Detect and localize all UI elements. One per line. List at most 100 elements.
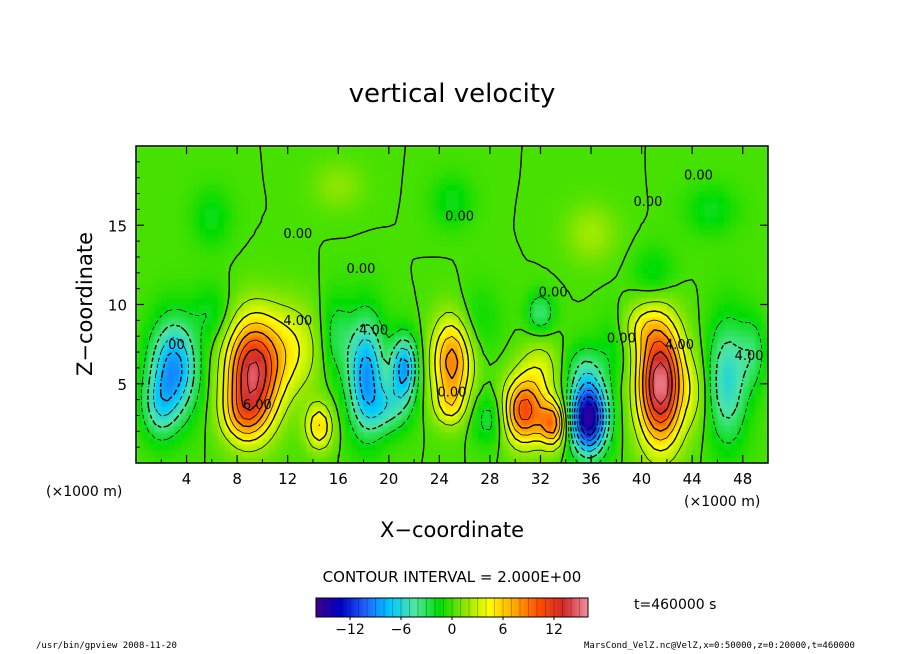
heat-cell (711, 399, 719, 407)
heat-cell (723, 298, 731, 306)
heat-cell (761, 450, 768, 458)
heat-cell (692, 374, 700, 382)
heat-cell (597, 253, 605, 261)
heat-cell (534, 393, 542, 401)
heat-cell (635, 272, 643, 280)
heat-cell (445, 152, 453, 160)
heat-cell (597, 285, 605, 293)
heat-cell (736, 323, 744, 331)
heat-cell (717, 260, 725, 268)
heat-cell (464, 171, 472, 179)
heat-cell (287, 431, 295, 439)
heat-cell (357, 291, 365, 299)
heat-cell (502, 158, 510, 166)
heat-cell (281, 380, 289, 388)
heat-cell (452, 146, 459, 153)
heat-cell (591, 260, 598, 268)
heat-cell (749, 285, 756, 293)
heat-cell (717, 209, 725, 217)
heat-cell (312, 196, 320, 204)
heat-cell (749, 374, 756, 382)
heat-cell (749, 456, 756, 463)
heat-cell (591, 184, 598, 191)
heat-cell (262, 171, 270, 179)
heat-cell (591, 222, 598, 230)
heat-cell (230, 215, 238, 223)
heat-cell (660, 260, 668, 268)
heat-cell (736, 456, 744, 463)
heat-cell (142, 177, 150, 185)
heat-cell (357, 304, 365, 312)
heat-cell (761, 177, 768, 185)
heat-cell (616, 285, 624, 293)
heat-cell (445, 443, 453, 451)
heat-cell (717, 215, 725, 223)
heat-cell (508, 450, 516, 458)
heat-cell (452, 323, 459, 331)
heat-cell (294, 222, 301, 230)
heat-cell (243, 266, 251, 274)
heat-cell (628, 291, 636, 299)
heat-cell (350, 222, 358, 230)
heat-cell (616, 171, 624, 179)
heat-cell (218, 146, 226, 153)
heat-cell (483, 399, 491, 407)
heat-cell (369, 361, 377, 369)
heat-cell (142, 266, 150, 274)
heat-cell (180, 443, 188, 451)
heat-cell (692, 146, 700, 153)
heat-cell (666, 209, 674, 217)
heat-cell (489, 361, 497, 369)
heat-cell (433, 209, 440, 217)
heat-cell (306, 329, 314, 337)
heat-cell (414, 184, 421, 191)
heat-cell (730, 386, 737, 394)
heat-cell (218, 310, 226, 318)
heat-cell (628, 165, 636, 172)
heat-cell (363, 190, 371, 198)
heat-cell (723, 412, 731, 420)
heat-cell (369, 247, 377, 255)
heat-cell (610, 412, 617, 420)
heat-cell (723, 152, 731, 160)
heat-cell (344, 374, 352, 382)
heat-cell (534, 418, 542, 426)
heat-cell (508, 424, 516, 432)
heat-cell (281, 158, 289, 166)
heat-cell (136, 215, 143, 223)
heat-cell (186, 304, 194, 312)
heat-cell (205, 152, 213, 160)
heat-cell (477, 367, 485, 375)
heat-cell (502, 374, 510, 382)
heat-cell (224, 355, 232, 363)
heat-cell (698, 171, 706, 179)
heat-cell (369, 158, 377, 166)
heat-cell (445, 437, 453, 445)
heat-cell (572, 310, 579, 318)
heat-cell (388, 279, 396, 287)
heat-cell (534, 367, 542, 375)
heat-cell (477, 266, 485, 274)
heat-cell (660, 234, 668, 242)
heat-cell (281, 196, 289, 204)
heat-cell (306, 152, 314, 160)
heat-cell (635, 348, 643, 356)
heat-cell (679, 399, 687, 407)
heat-cell (559, 399, 567, 407)
heat-cell (407, 329, 415, 337)
heat-cell (218, 380, 226, 388)
heat-cell (483, 171, 491, 179)
heat-cell (325, 342, 333, 350)
heat-cell (521, 285, 529, 293)
heat-cell (167, 266, 175, 274)
heat-cell (249, 405, 257, 413)
heat-cell (673, 222, 681, 230)
heat-cell (546, 418, 554, 426)
heat-cell (167, 196, 175, 204)
heat-cell (692, 386, 700, 394)
heat-cell (344, 323, 352, 331)
heat-cell (230, 228, 238, 236)
heat-cell (711, 171, 719, 179)
heat-cell (426, 431, 434, 439)
heat-cell (508, 152, 516, 160)
